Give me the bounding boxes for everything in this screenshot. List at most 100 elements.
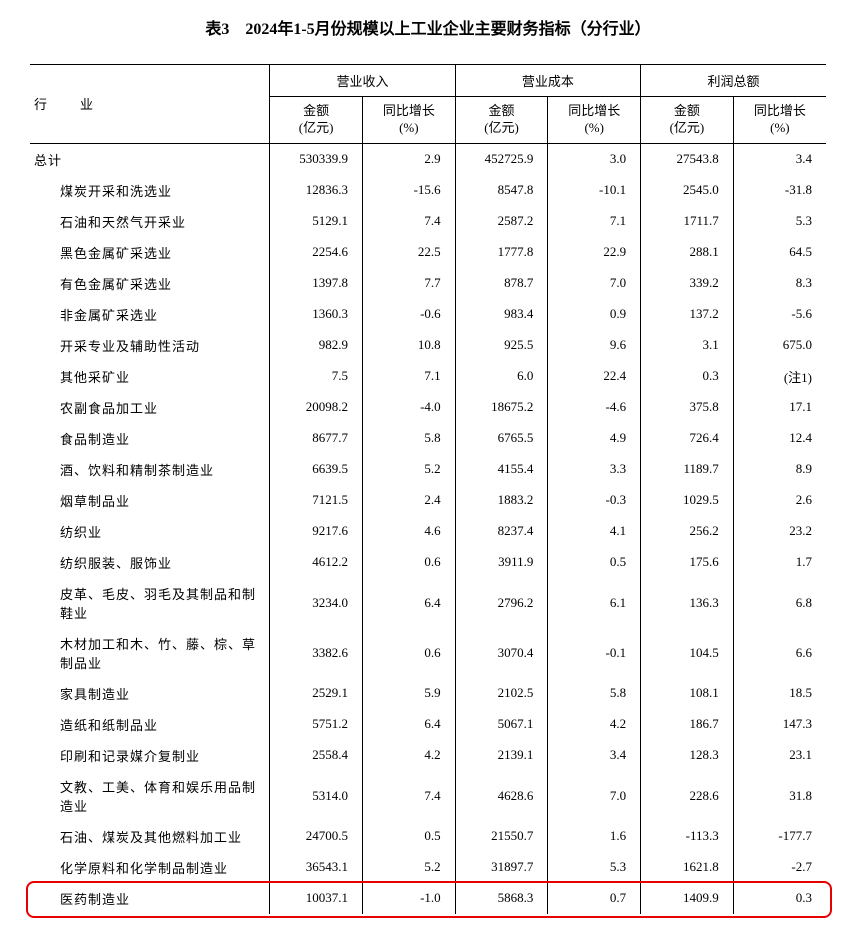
cell-value: 10.8 [362, 330, 455, 361]
cell-value: 5314.0 [270, 771, 363, 821]
cell-value: 6.1 [548, 578, 641, 628]
financial-table: 行 业 营业收入 营业成本 利润总额 金额(亿元) 同比增长(%) 金额(亿元)… [30, 64, 826, 914]
cell-value: 2254.6 [270, 237, 363, 268]
cell-value: 982.9 [270, 330, 363, 361]
header-industry: 行 业 [30, 65, 270, 144]
cell-industry: 文教、工美、体育和娱乐用品制造业 [30, 771, 270, 821]
cell-value: 8547.8 [455, 175, 548, 206]
cell-value: 4.9 [548, 423, 641, 454]
cell-value: 31897.7 [455, 852, 548, 883]
cell-value: 726.4 [641, 423, 734, 454]
table-title: 表3 2024年1-5月份规模以上工业企业主要财务指标（分行业） [30, 15, 826, 39]
cell-value: 0.9 [548, 299, 641, 330]
cell-value: 0.6 [362, 547, 455, 578]
cell-value: 2.4 [362, 485, 455, 516]
cell-value: 22.5 [362, 237, 455, 268]
cell-industry: 黑色金属矿采选业 [30, 237, 270, 268]
cell-value: -0.6 [362, 299, 455, 330]
cell-value: 137.2 [641, 299, 734, 330]
cell-value: 3.3 [548, 454, 641, 485]
cell-value: -10.1 [548, 175, 641, 206]
cell-value: 675.0 [733, 330, 826, 361]
table-row: 非金属矿采选业1360.3-0.6983.40.9137.2-5.6 [30, 299, 826, 330]
cell-value: 18675.2 [455, 392, 548, 423]
cell-value: 4.6 [362, 516, 455, 547]
cell-value: (注1) [733, 361, 826, 392]
cell-value: 2.9 [362, 143, 455, 175]
cell-value: 288.1 [641, 237, 734, 268]
table-wrap: 行 业 营业收入 营业成本 利润总额 金额(亿元) 同比增长(%) 金额(亿元)… [30, 64, 826, 914]
cell-value: 228.6 [641, 771, 734, 821]
cell-value: 8677.7 [270, 423, 363, 454]
cell-value: 3.4 [548, 740, 641, 771]
table-row: 医药制造业10037.1-1.05868.30.71409.90.3 [30, 883, 826, 914]
cell-value: 5.2 [362, 852, 455, 883]
cell-value: -0.3 [548, 485, 641, 516]
cell-industry: 医药制造业 [30, 883, 270, 914]
cell-industry: 酒、饮料和精制茶制造业 [30, 454, 270, 485]
cell-value: -1.0 [362, 883, 455, 914]
cell-value: 1189.7 [641, 454, 734, 485]
cell-value: 175.6 [641, 547, 734, 578]
cell-value: 9217.6 [270, 516, 363, 547]
cell-value: 9.6 [548, 330, 641, 361]
cell-industry: 食品制造业 [30, 423, 270, 454]
cell-value: 2558.4 [270, 740, 363, 771]
cell-value: 3911.9 [455, 547, 548, 578]
cell-value: 5.2 [362, 454, 455, 485]
cell-value: -4.0 [362, 392, 455, 423]
cell-value: 5067.1 [455, 709, 548, 740]
cell-industry: 家具制造业 [30, 678, 270, 709]
table-row: 有色金属矿采选业1397.87.7878.77.0339.28.3 [30, 268, 826, 299]
cell-value: 3.4 [733, 143, 826, 175]
table-row: 印刷和记录媒介复制业2558.44.22139.13.4128.323.1 [30, 740, 826, 771]
cell-value: -5.6 [733, 299, 826, 330]
cell-value: 31.8 [733, 771, 826, 821]
cell-value: -0.1 [548, 628, 641, 678]
cell-value: 23.1 [733, 740, 826, 771]
cell-value: 0.7 [548, 883, 641, 914]
cell-value: 5129.1 [270, 206, 363, 237]
cell-value: 2545.0 [641, 175, 734, 206]
table-row: 木材加工和木、竹、藤、棕、草制品业3382.60.63070.4-0.1104.… [30, 628, 826, 678]
cell-value: 1711.7 [641, 206, 734, 237]
cell-industry: 皮革、毛皮、羽毛及其制品和制鞋业 [30, 578, 270, 628]
table-row: 文教、工美、体育和娱乐用品制造业5314.07.44628.67.0228.63… [30, 771, 826, 821]
cell-value: 0.5 [548, 547, 641, 578]
cell-industry: 木材加工和木、竹、藤、棕、草制品业 [30, 628, 270, 678]
cell-value: 6.4 [362, 578, 455, 628]
cell-value: 2139.1 [455, 740, 548, 771]
cell-value: -4.6 [548, 392, 641, 423]
cell-value: 4.2 [362, 740, 455, 771]
cell-value: 878.7 [455, 268, 548, 299]
table-row: 煤炭开采和洗选业12836.3-15.68547.8-10.12545.0-31… [30, 175, 826, 206]
cell-value: -2.7 [733, 852, 826, 883]
cell-value: 1029.5 [641, 485, 734, 516]
cell-industry: 造纸和纸制品业 [30, 709, 270, 740]
header-cost-growth: 同比增长(%) [548, 97, 641, 144]
table-row: 造纸和纸制品业5751.26.45067.14.2186.7147.3 [30, 709, 826, 740]
cell-value: -113.3 [641, 821, 734, 852]
cell-value: 104.5 [641, 628, 734, 678]
cell-value: 17.1 [733, 392, 826, 423]
cell-value: 2.6 [733, 485, 826, 516]
cell-value: 375.8 [641, 392, 734, 423]
cell-value: 4628.6 [455, 771, 548, 821]
cell-value: 5.8 [362, 423, 455, 454]
table-row: 食品制造业8677.75.86765.54.9726.412.4 [30, 423, 826, 454]
cell-value: 21550.7 [455, 821, 548, 852]
cell-value: 256.2 [641, 516, 734, 547]
cell-industry: 开采专业及辅助性活动 [30, 330, 270, 361]
cell-value: 7121.5 [270, 485, 363, 516]
cell-value: 3070.4 [455, 628, 548, 678]
cell-value: 36543.1 [270, 852, 363, 883]
table-row: 家具制造业2529.15.92102.55.8108.118.5 [30, 678, 826, 709]
table-row: 皮革、毛皮、羽毛及其制品和制鞋业3234.06.42796.26.1136.36… [30, 578, 826, 628]
cell-value: 1409.9 [641, 883, 734, 914]
cell-value: 452725.9 [455, 143, 548, 175]
header-profit-amount: 金额(亿元) [641, 97, 734, 144]
cell-value: 5868.3 [455, 883, 548, 914]
cell-value: 1777.8 [455, 237, 548, 268]
table-row: 总计530339.92.9452725.93.027543.83.4 [30, 143, 826, 175]
cell-value: 4.1 [548, 516, 641, 547]
